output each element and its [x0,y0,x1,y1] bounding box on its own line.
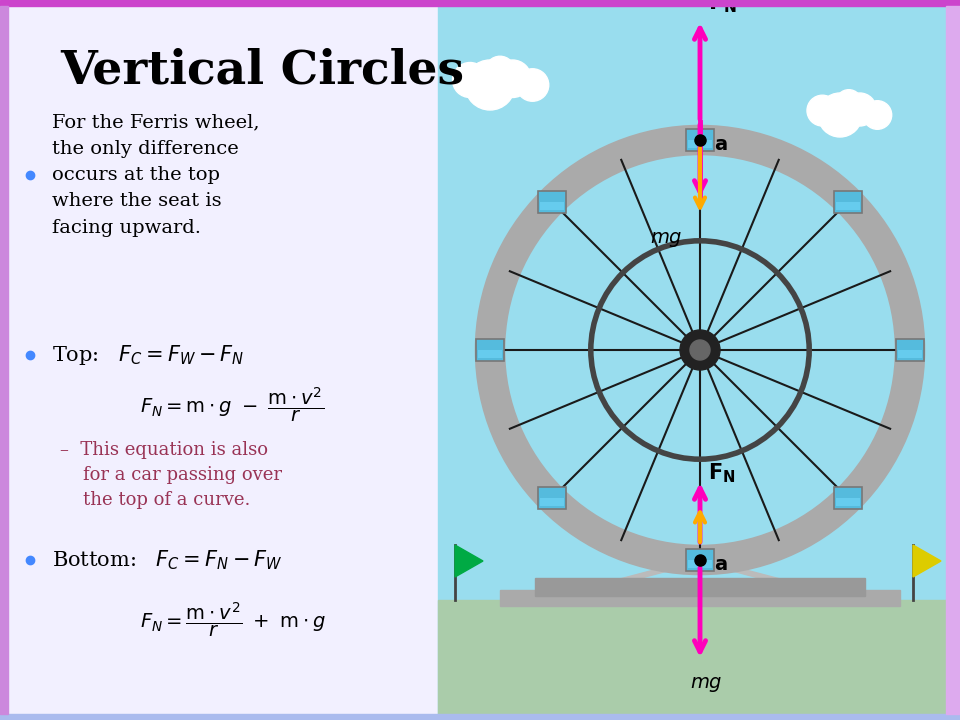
Bar [476,339,504,361]
Bar [540,202,564,210]
Circle shape [452,63,488,97]
Bar [538,487,565,510]
Circle shape [493,60,531,97]
Circle shape [818,93,862,137]
Bar [836,202,860,210]
Bar [836,498,860,506]
Polygon shape [455,545,483,577]
Polygon shape [692,560,860,600]
Bar [478,350,502,358]
Text: $\mathbf{F_N}$: $\mathbf{F_N}$ [708,0,737,15]
Bar [438,600,946,714]
Circle shape [516,68,549,102]
Circle shape [690,340,710,360]
Text: $mg$: $mg$ [650,230,683,249]
Text: Bottom:   $F_C = F_N - F_W$: Bottom: $F_C = F_N - F_W$ [52,548,282,572]
Text: $mg$: $mg$ [690,675,723,694]
Bar [500,590,900,606]
Bar [535,578,865,596]
Polygon shape [540,560,708,600]
Circle shape [680,330,720,370]
Bar [0,0,960,6]
Text: $F_N = \dfrac{\mathrm{m} \cdot v^2}{r}\ +\ \mathrm{m} \cdot g$: $F_N = \dfrac{\mathrm{m} \cdot v^2}{r}\ … [140,600,325,639]
Circle shape [843,93,876,126]
Bar [688,560,712,568]
Circle shape [863,101,892,130]
Bar [538,191,565,212]
Circle shape [835,90,862,116]
Bar [834,487,862,510]
Bar [834,191,862,212]
Circle shape [485,56,515,86]
Text: –  This equation is also
    for a car passing over
    the top of a curve.: – This equation is also for a car passin… [60,441,282,509]
Bar [896,339,924,361]
Polygon shape [913,545,941,577]
Bar [438,6,946,714]
Text: $\mathbf{F_N}$: $\mathbf{F_N}$ [708,462,735,485]
Text: $F_N = \mathrm{m} \cdot g\ -\ \dfrac{\mathrm{m} \cdot v^2}{r}$: $F_N = \mathrm{m} \cdot g\ -\ \dfrac{\ma… [140,385,324,425]
Bar [686,549,714,571]
Bar [686,129,714,151]
Bar [688,140,712,148]
Bar [8,6,438,714]
Bar [540,498,564,506]
Bar [0,714,960,720]
Text: Top:   $F_C = F_W - F_N$: Top: $F_C = F_W - F_N$ [52,343,245,367]
Text: Vertical Circles: Vertical Circles [60,47,464,93]
Circle shape [465,60,515,110]
Bar [946,6,960,714]
Circle shape [807,95,838,126]
Text: $\mathbf{a}$: $\mathbf{a}$ [714,556,728,575]
Text: For the Ferris wheel,
the only difference
occurs at the top
where the seat is
fa: For the Ferris wheel, the only differenc… [52,113,259,237]
Text: $\mathbf{a}$: $\mathbf{a}$ [714,135,728,155]
Bar [0,6,8,714]
Bar [898,350,922,358]
